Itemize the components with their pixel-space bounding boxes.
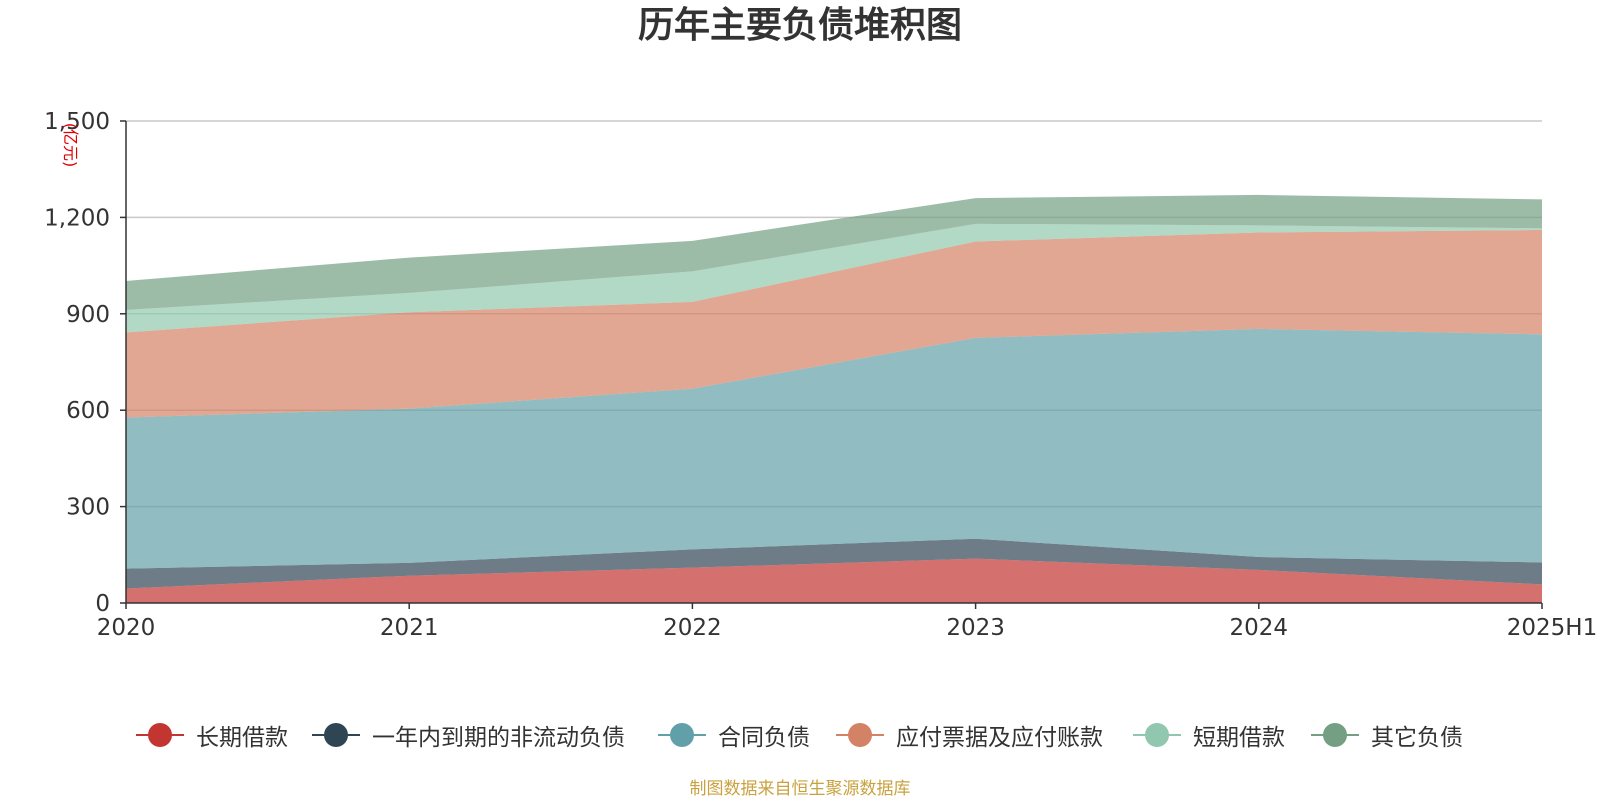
y-tick-label: 1,500 (44, 109, 110, 135)
y-tick-label: 300 (66, 495, 110, 521)
legend-label: 一年内到期的非流动负债 (372, 725, 625, 751)
legend-item[interactable]: 长期借款 (136, 718, 288, 752)
y-axis-unit-label: (亿元) (61, 123, 80, 168)
area-一年内到期的非流动负债 (126, 538, 1542, 589)
legend-label: 其它负债 (1371, 725, 1463, 751)
legend-label: 应付票据及应付账款 (896, 725, 1103, 751)
area-应付票据及应付账款 (126, 229, 1542, 418)
area-短期借款 (126, 223, 1542, 333)
legend-item[interactable]: 应付票据及应付账款 (836, 718, 1103, 752)
x-tick-label: 2021 (380, 615, 439, 641)
x-tick-label: 2025H1 (1507, 615, 1597, 641)
legend-label: 合同负债 (718, 725, 810, 751)
legend-marker-icon (312, 718, 360, 752)
x-tick-label: 2023 (946, 615, 1005, 641)
legend-item[interactable]: 短期借款 (1133, 718, 1285, 752)
legend-marker-icon (1133, 718, 1181, 752)
y-tick-label: 900 (66, 302, 110, 328)
y-tick-label: 0 (95, 591, 110, 617)
source-note: 制图数据来自恒生聚源数据库 (689, 779, 911, 799)
legend-item[interactable]: 其它负债 (1311, 718, 1463, 752)
legend-marker-icon (658, 718, 706, 752)
legend-item[interactable]: 合同负债 (658, 718, 810, 752)
y-tick-label: 600 (66, 398, 110, 424)
legend-marker-icon (136, 718, 184, 752)
chart-title: 历年主要负债堆积图 (637, 5, 962, 46)
chart-legend: 长期借款 一年内到期的非流动负债 合同负债 应付票据及应付账款 短期借款 其它负债 (0, 718, 1600, 752)
stacked-areas (126, 194, 1542, 603)
legend-item[interactable]: 一年内到期的非流动负债 (312, 718, 625, 752)
x-tick-label: 2024 (1230, 615, 1289, 641)
area-其它负债 (126, 194, 1542, 310)
area-长期借款 (126, 558, 1542, 603)
legend-label: 短期借款 (1193, 725, 1285, 751)
area-合同负债 (126, 328, 1542, 569)
legend-marker-icon (1311, 718, 1359, 752)
legend-marker-icon (836, 718, 884, 752)
x-tick-label: 2022 (663, 615, 722, 641)
legend-label: 长期借款 (196, 725, 288, 751)
x-tick-label: 2020 (97, 615, 156, 641)
y-tick-label: 1,200 (44, 205, 110, 231)
